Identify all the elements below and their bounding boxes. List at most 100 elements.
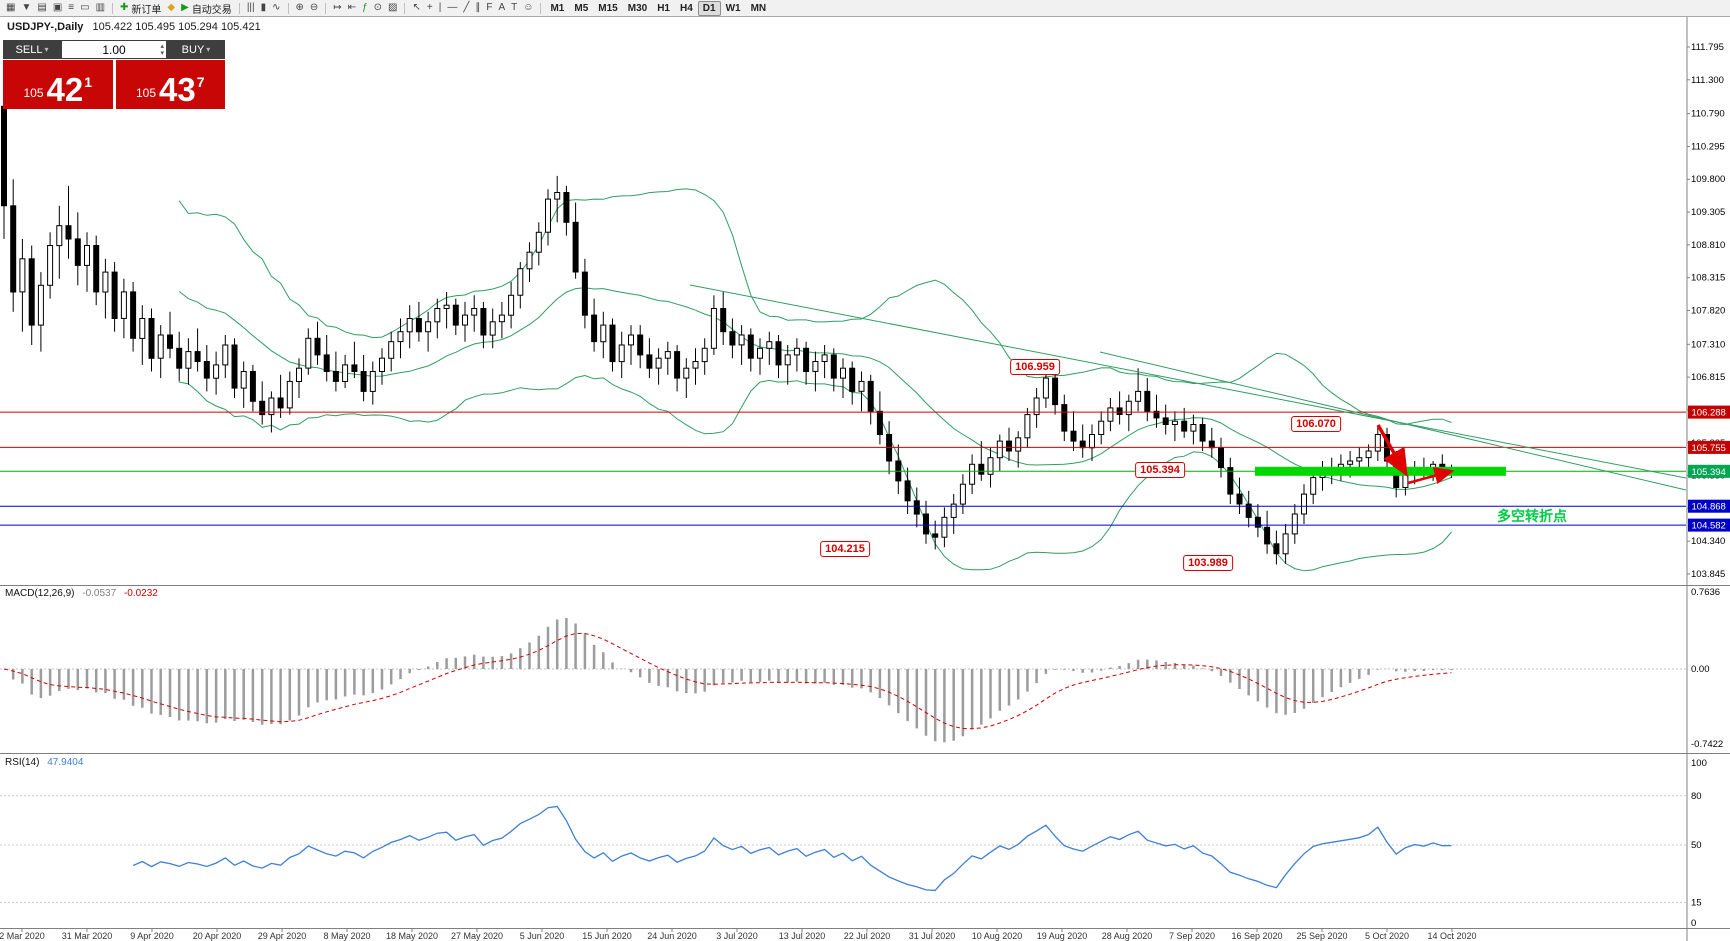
auto-scroll-icon[interactable]: ↦ [330,1,344,16]
svg-text:5 Oct 2020: 5 Oct 2020 [1365,931,1409,941]
data-window-icon[interactable]: ▣ [50,1,65,16]
sell-button[interactable]: SELL ▾ [3,40,61,59]
metaeditor-icon[interactable]: ◆ [164,1,178,16]
timeframe-m15-label: M15 [598,2,618,14]
new-chart-icon[interactable]: ▦ [3,1,18,16]
svg-text:107.820: 107.820 [1691,306,1725,317]
price-flag[interactable]: 103.989 [1183,555,1233,571]
svg-text:15 Jun 2020: 15 Jun 2020 [582,931,632,941]
timeframe-h4[interactable]: H4 [675,1,698,16]
svg-text:-0.7422: -0.7422 [1691,739,1723,750]
text-label-icon[interactable]: T [508,1,520,16]
horizontal-line-icon[interactable]: — [444,1,460,16]
svg-text:5 Jun 2020: 5 Jun 2020 [520,931,565,941]
timeframe-m1[interactable]: M1 [545,1,569,16]
timeframe-m30-label: M30 [627,2,648,14]
svg-text:109.800: 109.800 [1691,174,1725,185]
svg-text:103.845: 103.845 [1691,569,1725,580]
buy-price-pip: 7 [196,74,205,90]
crosshair-icon-glyph: + [426,2,433,13]
svg-text:107.310: 107.310 [1691,339,1725,350]
autotrading-button[interactable]: ▶ 自动交易 [178,1,235,16]
new-order-button[interactable]: ✚ 新订单 [117,1,164,16]
zoom-in-icon-glyph: ⊕ [295,2,304,13]
periods-icon[interactable]: ⊙ [371,1,385,16]
support-zone[interactable] [1255,466,1506,476]
text-icon-glyph: A [498,2,506,13]
timeframe-d1[interactable]: D1 [697,0,721,16]
buy-price-prefix: 105 [135,86,156,100]
trendline[interactable] [689,284,1687,479]
crosshair-icon[interactable]: + [424,1,436,16]
buy-price-display[interactable]: 105 43 7 [115,60,225,109]
indicators-icon[interactable]: ƒ [359,1,371,16]
timeframe-m30[interactable]: M30 [623,1,652,16]
trend-arrow[interactable] [1376,424,1408,478]
price-flag[interactable]: 104.215 [820,541,870,557]
market-watch-icon[interactable]: ▤ [34,1,49,16]
price-flag[interactable]: 106.959 [1010,359,1060,375]
strategy-tester-icon[interactable]: ▥ [93,1,108,16]
volume-up-button[interactable]: ▴ [160,42,164,50]
timeframe-w1[interactable]: W1 [721,1,746,16]
sell-price-display[interactable]: 105 42 1 [3,60,113,109]
profiles-icon[interactable]: ▼ [18,1,34,16]
price-flag[interactable]: 106.070 [1291,416,1341,432]
fibonacci-icon[interactable]: F [483,1,495,16]
svg-text:14 Oct 2020: 14 Oct 2020 [1427,931,1476,941]
svg-text:20 Apr 2020: 20 Apr 2020 [193,931,242,941]
timeframe-m15[interactable]: M15 [593,1,622,16]
svg-text:16 Sep 2020: 16 Sep 2020 [1231,931,1282,941]
rsi-indicator [0,795,1686,903]
templates-icon-glyph: ▨ [388,2,398,13]
templates-icon[interactable]: ▨ [385,1,400,16]
vertical-line-icon[interactable]: | [436,1,445,16]
drawn-objects[interactable] [0,284,1687,526]
toolbar-separator [404,2,406,14]
price-flag[interactable]: 105.394 [1135,462,1185,478]
svg-text:28 Aug 2020: 28 Aug 2020 [1102,931,1153,941]
candlestick-chart-icon[interactable]: ▮ [258,1,270,16]
text-icon[interactable]: A [495,1,508,16]
strategy-tester-icon-glyph: ▥ [95,2,106,13]
terminal-icon[interactable]: ▭ [77,1,92,16]
arrows-icon[interactable]: ☺ [520,1,536,16]
toolbar-separator [112,2,114,14]
bar-chart-icon[interactable]: ||| [244,1,258,16]
timeframe-mn[interactable]: MN [746,1,772,16]
volume-down-button[interactable]: ▾ [160,49,164,57]
line-chart-icon-glyph: ∿ [272,2,281,13]
svg-text:0: 0 [1691,918,1696,929]
trendline[interactable] [1099,351,1687,491]
channel-icon[interactable]: ∥ [472,1,483,16]
svg-text:104.868: 104.868 [1692,502,1726,513]
svg-text:31 Jul 2020: 31 Jul 2020 [909,931,956,941]
timeframe-h1[interactable]: H1 [652,1,675,16]
svg-text:111.300: 111.300 [1691,75,1724,86]
axes: 111.795 111.300 110.790 110.295 109.800 109.3… [0,17,1730,941]
fibonacci-icon-glyph: F [486,2,493,13]
trendline-icon-glyph: ╱ [463,2,470,13]
candlestick-chart-icon-glyph: ▮ [260,2,267,13]
market-watch-icon-glyph: ▤ [37,2,47,13]
chart-shift-icon[interactable]: ⇤ [345,1,359,16]
volume-box: 1.00 ▴ ▾ [62,41,166,58]
toolbar-separator [287,2,289,14]
line-chart-icon[interactable]: ∿ [269,1,283,16]
zoom-in-icon[interactable]: ⊕ [293,1,307,16]
buy-button[interactable]: BUY ▾ [167,40,225,59]
trend-arrow[interactable] [1407,467,1455,485]
svg-text:111.795: 111.795 [1691,42,1724,53]
trendline-icon[interactable]: ╱ [460,1,472,16]
navigator-icon[interactable]: ≡ [65,1,77,16]
timeframe-m5[interactable]: M5 [569,1,593,16]
zoom-out-icon[interactable]: ⊖ [307,1,321,16]
symbol-ohlc: 105.422 105.495 105.294 105.421 [92,21,261,33]
volume-input[interactable]: 1.00 [102,42,126,57]
main-toolbar: ▦ ▼ ▤ ▣ ≡ ▭ ▥ ✚ 新订单 ◆ ▶ 自动交易 ||| ▮ ∿ ⊕ ⊖ ↦ ⇤ ƒ ⊙ ▨ ↖ + | — ╱ ∥ F A T ☺ M… [0,0,1730,17]
vertical-line-icon-glyph: | [438,2,442,13]
cursor-icon[interactable]: ↖ [409,1,423,16]
autotrading-button-label: 自动交易 [191,4,232,16]
turning-point-note[interactable]: 多空转折点 [1497,508,1567,524]
